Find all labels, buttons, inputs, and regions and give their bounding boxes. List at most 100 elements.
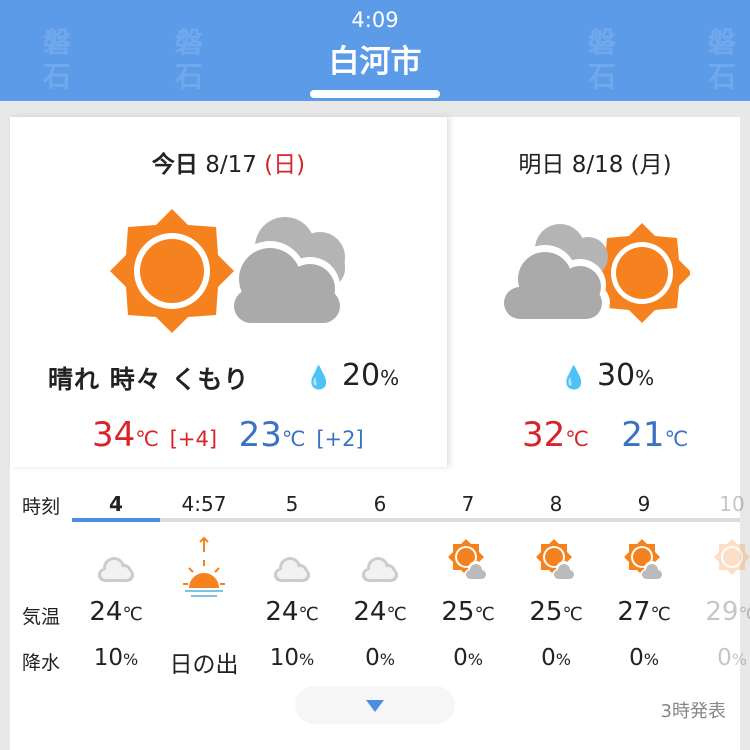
unit: % <box>467 650 483 669</box>
hour-temp: 25℃ <box>512 597 600 627</box>
unit: ℃ <box>298 604 319 625</box>
unit: ℃ <box>562 604 583 625</box>
precip-value: 0 <box>717 645 732 671</box>
hour-label[interactable]: 10 <box>719 492 745 516</box>
temperatures: 34℃ [+4] 23℃ [+2] <box>92 415 364 455</box>
adjacent-city-label[interactable]: 磐石 <box>174 26 203 93</box>
hour-precip: 0% <box>688 645 750 671</box>
unit: ℃ <box>650 604 671 625</box>
temp-value: 24 <box>265 597 299 627</box>
unit: ℃ <box>565 427 589 451</box>
date-text: 8/18 <box>571 152 624 178</box>
temp-value: 29 <box>705 597 739 627</box>
time-row-label: 時刻 <box>22 496 61 518</box>
header: 磐石 磐石 磐石 磐石 4:09 白河市 <box>0 0 750 101</box>
hourly-scroll-bar[interactable] <box>72 518 740 522</box>
unit: % <box>379 650 395 669</box>
precip-value: 日の出 <box>169 652 239 678</box>
raindrop-icon: 💧 <box>305 366 333 391</box>
hour-temp: 29℃ <box>688 597 750 627</box>
forecast-card: 今日 8/17 (日) 晴れ 時々 くもり 💧 20% 34℃ [+4] 23℃… <box>10 117 750 750</box>
precip-row-label: 降水 <box>22 652 61 674</box>
cloud-icon <box>248 554 336 588</box>
unit: ℃ <box>738 604 750 625</box>
sun-cloud-icon <box>600 539 688 587</box>
high-diff: [+4] <box>169 427 218 451</box>
adjacent-city-label[interactable]: 磐石 <box>42 26 71 93</box>
tomorrow-label: 明日 <box>518 152 565 178</box>
today-panel[interactable]: 今日 8/17 (日) 晴れ 時々 くもり 💧 20% 34℃ [+4] 23℃… <box>10 117 447 467</box>
sun-cloud-icon <box>512 539 600 587</box>
unit: ℃ <box>135 427 159 451</box>
raindrop-icon: 💧 <box>560 366 588 391</box>
temp-value: 27 <box>617 597 651 627</box>
cloud-icon <box>72 554 160 588</box>
expand-button[interactable] <box>295 686 455 724</box>
selected-hour-indicator <box>72 518 160 522</box>
rain-value: 30 <box>596 358 636 393</box>
today-date: 今日 8/17 (日) <box>10 145 447 179</box>
tomorrow-date: 明日 8/18 (月) <box>450 145 740 179</box>
temp-value: 25 <box>441 597 475 627</box>
temperatures: 32℃ 21℃ <box>522 415 688 455</box>
temp-value: 24 <box>89 597 123 627</box>
temp-value: 25 <box>529 597 563 627</box>
precip-value: 10 <box>269 645 300 671</box>
unit: % <box>555 650 571 669</box>
high-temp: 32 <box>522 415 566 455</box>
hour-label[interactable]: 4 <box>109 492 123 516</box>
temp-row-label: 気温 <box>22 606 61 628</box>
hourly-forecast[interactable]: 時刻 気温 降水 4 24℃ 10% 4:57 日の出 5 24℃ 10% 6 24℃ 0% 7 25℃… <box>10 482 750 678</box>
unit: % <box>380 366 400 390</box>
rain-chance: 💧 30% <box>560 358 654 393</box>
weekday: (日) <box>264 152 306 178</box>
hour-precip: 0% <box>424 645 512 671</box>
sun-cloud-icon <box>424 539 512 587</box>
hour-label[interactable]: 7 <box>461 492 475 516</box>
hour-precip: 0% <box>336 645 424 671</box>
hour-precip: 10% <box>72 645 160 671</box>
issued-time: 3時発表 <box>660 701 726 722</box>
low-temp: 23 <box>238 415 282 455</box>
unit: ℃ <box>122 604 143 625</box>
date-text: 8/17 <box>205 152 257 178</box>
unit: % <box>123 650 139 669</box>
hour-label[interactable]: 8 <box>549 492 563 516</box>
sunrise-icon <box>160 534 248 608</box>
hour-temp: 24℃ <box>248 597 336 627</box>
unit: % <box>299 650 315 669</box>
hour-label[interactable]: 6 <box>373 492 387 516</box>
hour-precip: 日の出 <box>160 645 248 679</box>
unit: ℃ <box>281 427 306 451</box>
rain-value: 20 <box>341 358 381 393</box>
low-temp: 21 <box>621 415 665 455</box>
hour-label[interactable]: 5 <box>285 492 299 516</box>
precip-value: 10 <box>93 645 124 671</box>
high-temp: 34 <box>92 415 136 455</box>
unit: ℃ <box>664 427 689 451</box>
hour-temp: 25℃ <box>424 597 512 627</box>
hour-label[interactable]: 9 <box>637 492 651 516</box>
sun-icon <box>688 539 750 587</box>
hour-label[interactable]: 4:57 <box>181 492 227 516</box>
unit: ℃ <box>474 604 495 625</box>
unit: % <box>643 650 659 669</box>
unit: ℃ <box>386 604 407 625</box>
page-title: 白河市 <box>328 44 422 80</box>
hour-temp: 27℃ <box>600 597 688 627</box>
sunny-then-cloudy-icon <box>110 209 345 333</box>
adjacent-city-label[interactable]: 磐石 <box>707 26 736 93</box>
temp-value: 24 <box>353 597 387 627</box>
precip-value: 0 <box>365 645 380 671</box>
unit: % <box>635 366 655 390</box>
today-label: 今日 <box>151 152 198 178</box>
precip-value: 0 <box>629 645 644 671</box>
cloudy-then-sunny-icon <box>500 223 690 323</box>
adjacent-city-label[interactable]: 磐石 <box>587 26 616 93</box>
low-diff: [+2] <box>316 427 364 451</box>
hour-precip: 10% <box>248 645 336 671</box>
status-time: 4:09 <box>351 8 399 32</box>
page-indicator <box>310 90 440 98</box>
weekday: (月) <box>630 152 672 178</box>
tomorrow-panel[interactable]: 明日 8/18 (月) 💧 30% 32℃ 21℃ <box>450 117 740 467</box>
